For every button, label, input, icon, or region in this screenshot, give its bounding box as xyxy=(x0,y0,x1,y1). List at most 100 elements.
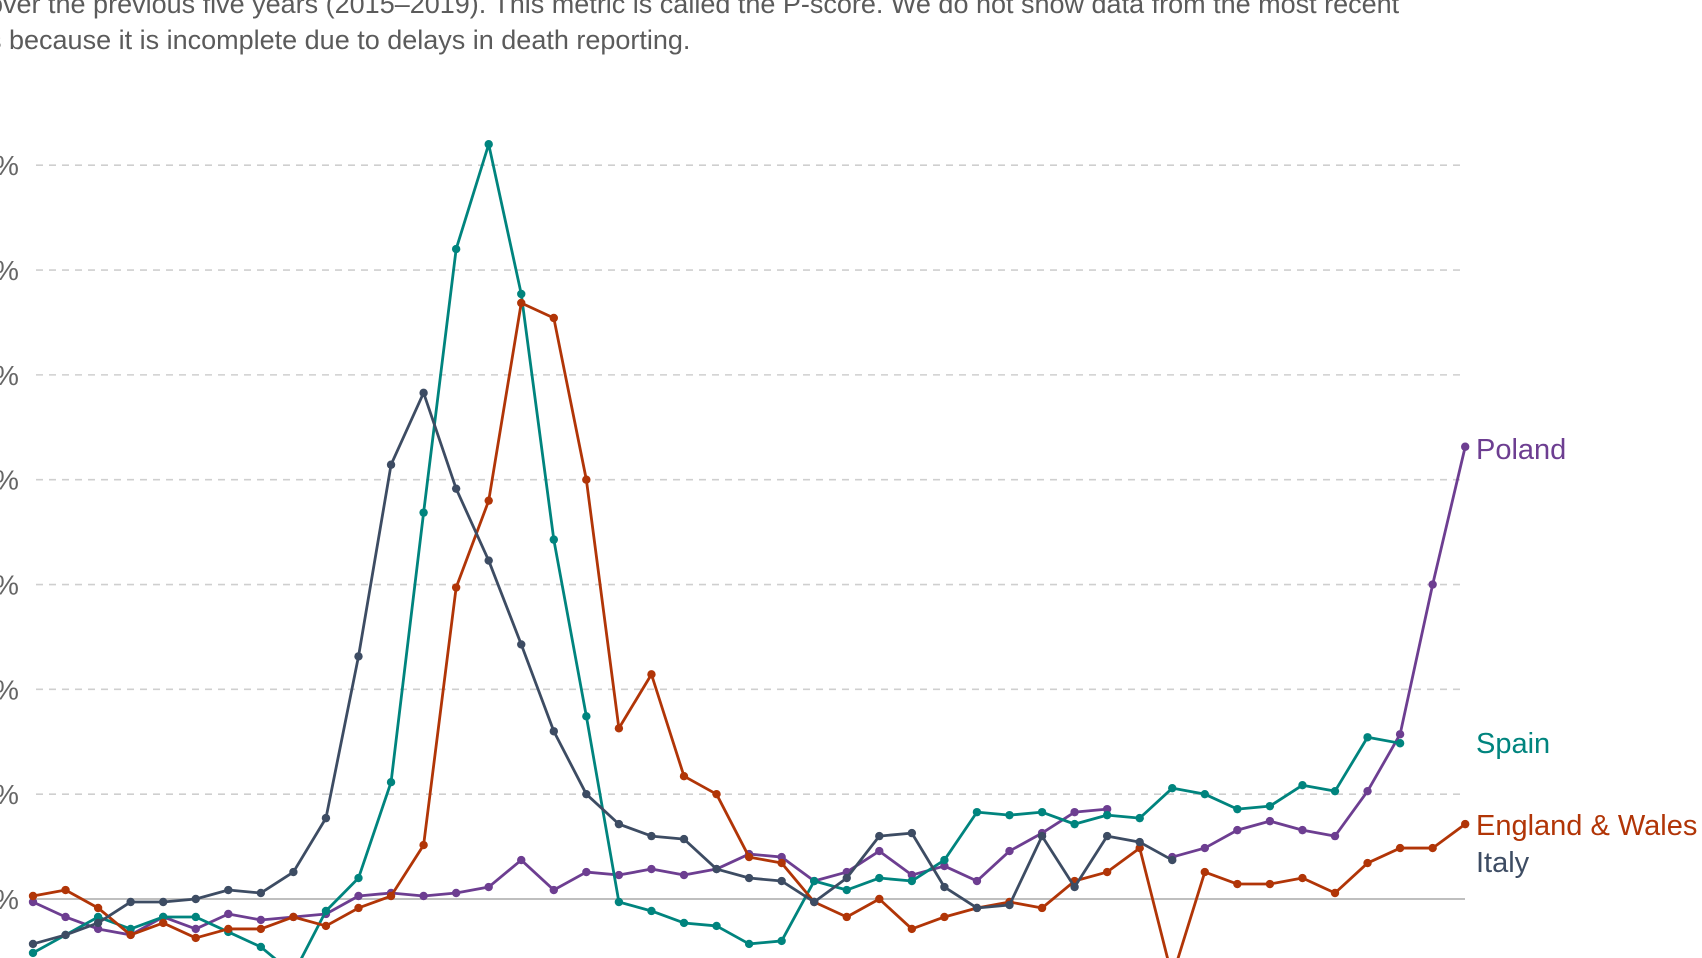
data-point xyxy=(1168,855,1177,865)
data-point xyxy=(224,885,233,895)
data-point xyxy=(61,930,70,940)
data-point xyxy=(940,855,949,865)
series-label: England & Wales xyxy=(1476,810,1697,842)
data-point xyxy=(744,873,754,883)
data-point xyxy=(419,508,428,517)
series-label: Poland xyxy=(1476,434,1566,466)
data-point xyxy=(972,903,982,913)
data-point xyxy=(321,813,331,823)
data-point xyxy=(517,298,526,308)
data-point xyxy=(1005,846,1014,856)
data-point xyxy=(354,873,363,883)
y-tick-label: % xyxy=(0,884,19,915)
data-point xyxy=(582,475,591,484)
data-point xyxy=(256,924,266,934)
data-point xyxy=(1135,843,1144,853)
data-point xyxy=(614,870,624,880)
y-tick-label: % xyxy=(0,150,19,181)
data-point xyxy=(354,891,363,901)
data-point xyxy=(1200,789,1210,799)
data-point xyxy=(777,858,786,868)
data-point xyxy=(289,867,298,877)
data-point xyxy=(907,870,917,880)
data-point xyxy=(159,897,168,907)
data-point xyxy=(191,924,200,934)
y-tick-label: % xyxy=(0,360,19,391)
data-point xyxy=(614,724,624,733)
series-labels: Poland Spain England & Wales Italy xyxy=(1476,434,1697,879)
series-line xyxy=(1170,445,1467,859)
data-point xyxy=(744,852,754,862)
data-point xyxy=(647,906,656,916)
data-point xyxy=(321,906,331,916)
data-point xyxy=(679,834,689,844)
y-axis-ticks: %%%%%%%% xyxy=(0,150,19,915)
data-point xyxy=(1298,873,1307,883)
series-label: Spain xyxy=(1476,728,1550,760)
data-point xyxy=(126,924,135,934)
data-point xyxy=(28,891,38,901)
data-point xyxy=(549,535,558,544)
data-point xyxy=(1037,807,1047,817)
data-point xyxy=(126,897,135,907)
series-line xyxy=(31,142,1402,958)
data-point xyxy=(1330,786,1340,796)
data-point xyxy=(256,915,266,925)
series-poland xyxy=(28,442,1470,940)
data-point xyxy=(1005,810,1014,820)
data-point xyxy=(907,828,917,838)
data-point xyxy=(1070,882,1079,892)
data-point xyxy=(126,930,135,940)
data-point xyxy=(451,583,461,592)
data-point xyxy=(875,846,884,856)
data-point xyxy=(1070,819,1079,829)
data-point xyxy=(1200,867,1210,877)
data-point xyxy=(1005,900,1014,910)
data-point xyxy=(1233,804,1242,814)
data-point xyxy=(1102,867,1112,877)
data-point xyxy=(419,840,428,850)
data-point xyxy=(256,888,266,898)
data-point xyxy=(582,712,591,721)
series-label: Italy xyxy=(1476,847,1530,879)
data-point xyxy=(1265,879,1275,889)
data-point xyxy=(1395,843,1405,853)
data-point xyxy=(256,942,266,952)
data-point xyxy=(1265,816,1275,826)
data-point xyxy=(93,912,103,922)
data-point xyxy=(712,921,721,931)
series-line xyxy=(31,391,1174,946)
series-spain xyxy=(28,140,1405,958)
data-point xyxy=(354,903,363,913)
data-point xyxy=(289,912,298,922)
data-point xyxy=(972,807,982,817)
data-point xyxy=(354,652,363,661)
data-point xyxy=(93,903,103,913)
y-tick-label: % xyxy=(0,255,19,286)
chart-subtitle: over the previous five years (2015–2019)… xyxy=(0,0,1702,58)
data-point xyxy=(517,640,526,649)
data-point xyxy=(679,870,689,880)
data-point xyxy=(93,924,103,934)
data-point xyxy=(940,882,949,892)
data-point xyxy=(842,912,851,922)
data-point xyxy=(614,819,624,829)
data-point xyxy=(28,897,38,907)
y-tick-label: % xyxy=(0,570,19,601)
data-point xyxy=(484,496,493,505)
data-point xyxy=(61,885,70,895)
data-point xyxy=(1298,780,1307,790)
data-point xyxy=(386,777,396,787)
y-tick-label: % xyxy=(0,779,19,810)
series-england-wales xyxy=(28,298,1470,958)
data-point xyxy=(28,939,38,949)
data-point xyxy=(1102,831,1112,841)
data-point xyxy=(386,460,396,469)
data-point xyxy=(419,388,428,398)
data-point xyxy=(810,897,819,907)
subtitle-line-2: s because it is incomplete due to delays… xyxy=(0,25,691,55)
data-point xyxy=(386,891,396,901)
data-point xyxy=(582,789,591,799)
data-point xyxy=(484,556,493,565)
data-point xyxy=(1233,825,1242,835)
